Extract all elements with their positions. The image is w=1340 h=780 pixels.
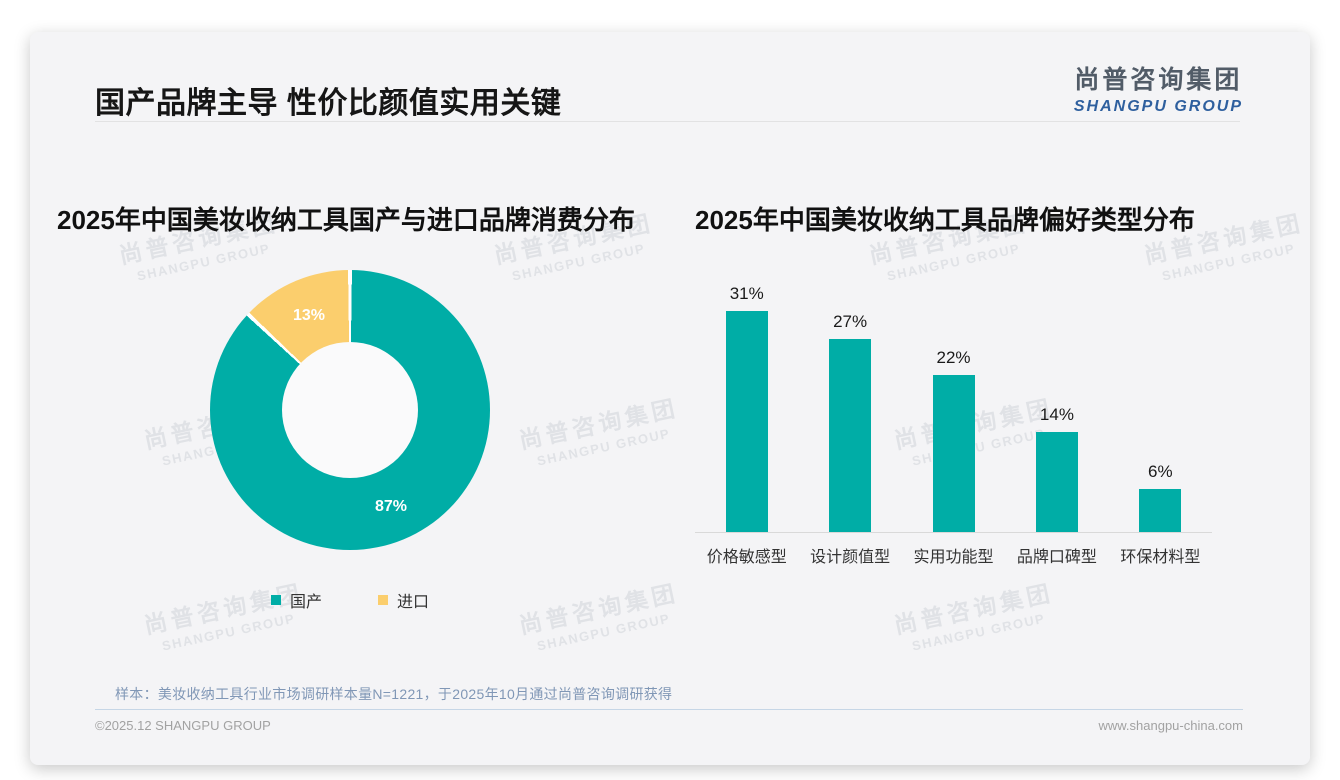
- footer-divider: [95, 709, 1243, 710]
- bar-slot: 22%: [902, 348, 1005, 532]
- bar-value-label: 31%: [729, 284, 764, 303]
- bar-category-label: 价格敏感型: [706, 549, 787, 566]
- legend-item-imported: 进口: [378, 588, 429, 612]
- bar-slot: 14%: [1005, 405, 1108, 532]
- sample-footnote: 样本：美妆收纳工具行业市场调研样本量N=1221，于2025年10月通过尚普咨询…: [115, 686, 673, 702]
- x-axis-labels: 价格敏感型 设计颜值型 实用功能型 品牌口碑型 环保材料型: [695, 533, 1212, 567]
- donut-legend: 国产 进口: [210, 588, 490, 612]
- company-logo: 尚普咨询集团 SHANGPU GROUP: [1074, 60, 1243, 116]
- bar-series: 31% 27% 22% 14% 6%: [695, 257, 1212, 532]
- website-text: www.shangpu-china.com: [1098, 718, 1243, 733]
- bar: [1035, 432, 1078, 532]
- bar-value-label: 6%: [1148, 462, 1173, 481]
- donut-chart: 87% 13%: [210, 270, 490, 550]
- bar-value-label: 14%: [1039, 405, 1074, 424]
- bar-slot: 31%: [695, 284, 798, 532]
- legend-swatch: [270, 595, 281, 605]
- bar-category-label: 设计颜值型: [810, 549, 891, 566]
- donut-label-domestic: 87%: [374, 498, 408, 515]
- bar: [725, 311, 768, 532]
- bar-category-label: 环保材料型: [1120, 549, 1201, 566]
- legend-item-domestic: 国产: [270, 588, 322, 612]
- x-axis-line: [695, 532, 1212, 533]
- bar-category-label: 品牌口碑型: [1016, 549, 1097, 566]
- bar-slot: 27%: [798, 312, 901, 532]
- donut-hole: [282, 342, 418, 478]
- legend-swatch: [378, 595, 388, 605]
- slide-card: 尚普咨询集团 SHANGPU GROUP 尚普咨询集团 SHANGPU GROUP 尚普…: [30, 32, 1310, 765]
- bar: [932, 375, 975, 532]
- bar-value-label: 27%: [833, 312, 868, 331]
- bar: [1139, 489, 1182, 532]
- logo-cn-text: 尚普咨询集团: [1074, 66, 1243, 94]
- bar-category-label: 实用功能型: [913, 549, 994, 566]
- legend-label: 国产: [289, 594, 322, 611]
- bar-chart-title: 2025年中国美妆收纳工具品牌偏好类型分布: [695, 205, 1195, 235]
- bar-value-label: 22%: [936, 348, 971, 367]
- bar-slot: 6%: [1109, 462, 1212, 532]
- footer-row: ©2025.12 SHANGPU GROUP www.shangpu-china…: [95, 718, 1243, 733]
- bar: [829, 339, 872, 532]
- copyright-text: ©2025.12 SHANGPU GROUP: [95, 718, 271, 733]
- title-divider: [95, 121, 1240, 122]
- logo-en-text: SHANGPU GROUP: [1073, 98, 1243, 115]
- legend-label: 进口: [397, 594, 430, 611]
- page-title: 国产品牌主导 性价比颜值实用关键: [95, 87, 562, 120]
- donut-label-imported: 13%: [292, 307, 326, 324]
- bar-chart: 31% 27% 22% 14% 6% 价格敏感型 设计颜值型 实用功能型 品牌口碑型 环保材料型: [695, 257, 1212, 567]
- donut-chart-title: 2025年中国美妆收纳工具国产与进口品牌消费分布: [57, 205, 635, 235]
